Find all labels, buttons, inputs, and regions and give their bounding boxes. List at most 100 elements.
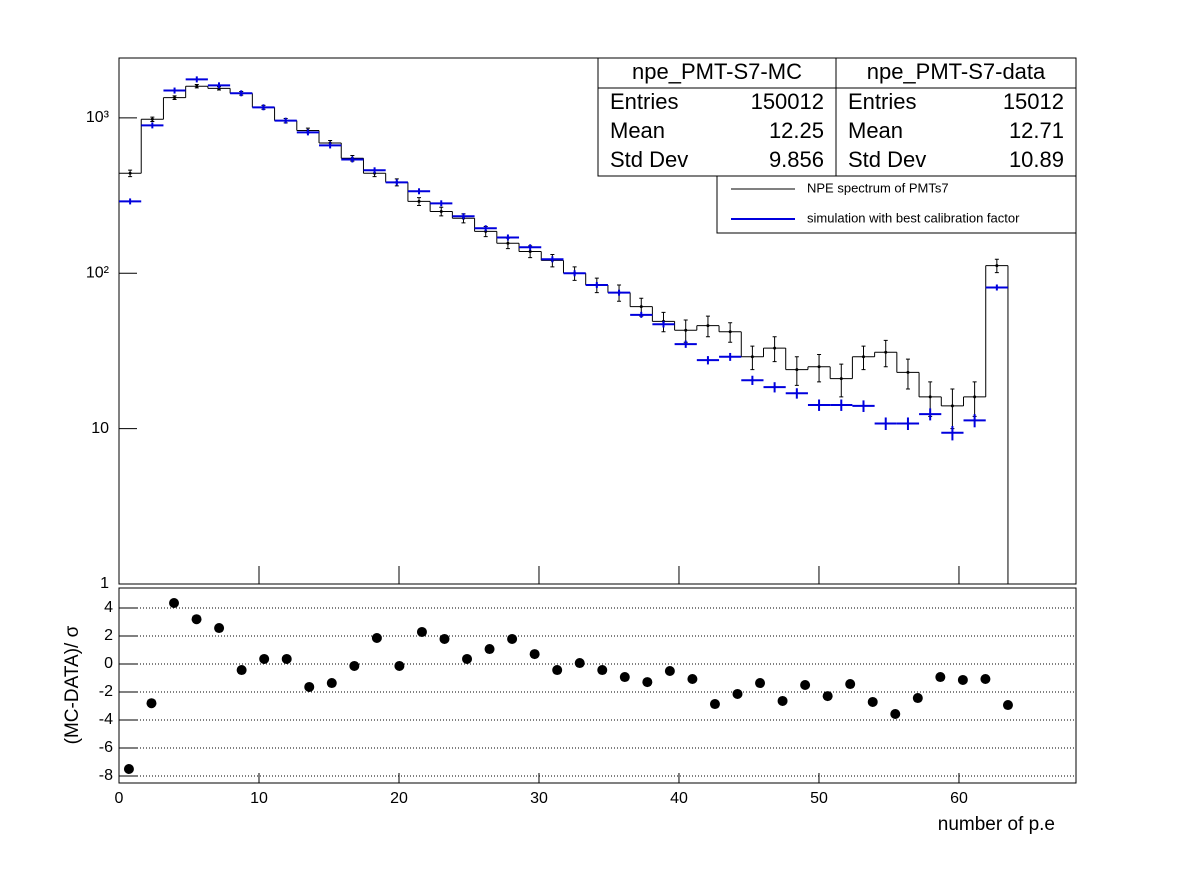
stats-label: Std Dev	[610, 147, 688, 172]
x-tick-label: 50	[810, 790, 828, 807]
data-point	[706, 324, 710, 328]
data-point	[417, 199, 421, 203]
data-point	[795, 368, 799, 372]
residual-point	[371, 632, 382, 643]
stats-value: 12.71	[1009, 118, 1064, 143]
stats-label: Std Dev	[848, 147, 926, 172]
residual-point	[462, 653, 473, 664]
residual-point	[777, 695, 788, 706]
residual-point	[259, 653, 270, 664]
y-tick-label: 1	[100, 575, 109, 592]
stats-value: 10.89	[1009, 147, 1064, 172]
residual-point	[214, 623, 225, 634]
residual-point	[326, 678, 337, 689]
residual-point	[123, 764, 134, 775]
data-point	[839, 377, 843, 381]
residual-point	[507, 633, 518, 644]
data-point	[173, 96, 177, 100]
stats-title: npe_PMT-S7-data	[867, 59, 1046, 84]
residual-point	[687, 673, 698, 684]
data-point	[817, 365, 821, 369]
residual-point	[304, 681, 315, 692]
data-point	[995, 264, 999, 268]
data-point	[884, 350, 888, 354]
residual-point	[664, 666, 675, 677]
residual-point	[867, 696, 878, 707]
residual-point	[709, 699, 720, 710]
legend-label: NPE spectrum of PMTs7	[807, 180, 949, 195]
data-point	[195, 84, 199, 88]
data-point	[928, 395, 932, 399]
legend-label: simulation with best calibration factor	[807, 210, 1020, 225]
legend-box	[716, 175, 1077, 234]
residual-point	[191, 614, 202, 625]
y-tick-label: 0	[104, 655, 113, 672]
error-bar	[905, 358, 910, 390]
x-tick-label: 20	[390, 790, 408, 807]
stats-label: Entries	[610, 89, 678, 114]
residual-point	[980, 673, 991, 684]
y-tick-label: 10²	[86, 264, 110, 281]
error-bar	[839, 363, 844, 398]
x-tick-label: 30	[530, 790, 548, 807]
data-point	[750, 355, 754, 359]
residual-point	[394, 660, 405, 671]
residual-point	[416, 626, 427, 637]
y-tick-label: 4	[104, 599, 113, 616]
residual-point	[529, 649, 540, 660]
residual-point	[845, 679, 856, 690]
stats-value: 15012	[1003, 89, 1064, 114]
stats-value: 9.856	[769, 147, 824, 172]
bottom-frame	[118, 587, 1077, 784]
residual-point	[236, 665, 247, 676]
stats-label: Mean	[610, 118, 665, 143]
residual-point	[642, 677, 653, 688]
stats-box	[597, 57, 837, 177]
data-point	[684, 328, 688, 332]
data-point	[906, 370, 910, 374]
data-point	[773, 346, 777, 350]
stats-label: Entries	[848, 89, 916, 114]
residual-point	[890, 708, 901, 719]
residual-point	[935, 672, 946, 683]
data-point	[128, 171, 132, 175]
stats-box	[835, 57, 1077, 177]
x-tick-label: 10	[250, 790, 268, 807]
y-tick-label: 10³	[86, 109, 110, 126]
residual-point	[484, 644, 495, 655]
residual-point	[281, 653, 292, 664]
residual-point	[800, 680, 811, 691]
stats-label: Mean	[848, 118, 903, 143]
data-point	[150, 117, 154, 121]
residual-point	[439, 633, 450, 644]
stats-value: 12.25	[769, 118, 824, 143]
residual-point	[732, 688, 743, 699]
y-tick-label: 2	[104, 627, 113, 644]
residual-point	[349, 660, 360, 671]
stats-value: 150012	[751, 89, 824, 114]
y-tick-label: 10	[91, 420, 109, 437]
residual-point	[552, 665, 563, 676]
residual-point	[755, 678, 766, 689]
x-axis-label: number of p.e	[938, 814, 1055, 835]
stats-title: npe_PMT-S7-MC	[632, 59, 802, 84]
residual-point	[574, 658, 585, 669]
y-tick-label: -6	[99, 739, 113, 756]
residual-point	[1002, 700, 1013, 711]
data-point	[528, 250, 532, 254]
residual-point	[146, 698, 157, 709]
data-point	[728, 330, 732, 334]
residual-point	[169, 597, 180, 608]
residual-point	[912, 693, 923, 704]
x-tick-label: 0	[115, 790, 124, 807]
x-tick-label: 40	[670, 790, 688, 807]
y-axis-label: (MC-DATA)/ σ	[62, 625, 83, 744]
y-tick-label: -4	[99, 711, 113, 728]
data-point	[973, 395, 977, 399]
residual-point	[619, 672, 630, 683]
data-point	[639, 305, 643, 309]
residual-point	[957, 674, 968, 685]
data-point	[950, 404, 954, 408]
y-tick-label: -2	[99, 683, 113, 700]
